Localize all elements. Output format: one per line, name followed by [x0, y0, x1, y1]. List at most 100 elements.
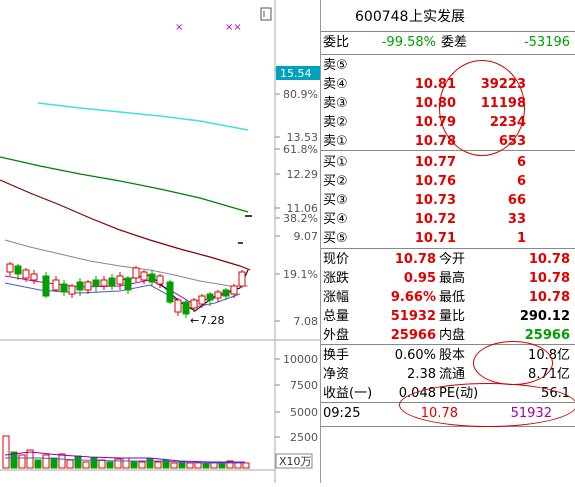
current-price-tag-bg [276, 66, 320, 80]
candle-body [214, 291, 222, 299]
order-volume: 33 [507, 212, 526, 227]
stat-value: 290.12 [519, 309, 570, 324]
sell-order-row: 卖② 10.79 2234 [321, 113, 575, 133]
stat-value: 51932 [390, 309, 436, 324]
order-label: 卖⑤ [323, 58, 348, 73]
price-tick-label: 61.8% [283, 143, 318, 156]
order-volume: 6 [516, 155, 526, 170]
stat-label: PE(动) [439, 386, 479, 401]
order-volume: 1 [516, 231, 526, 246]
stats-row: 涨幅 9.66% 最低 10.78 [321, 288, 575, 308]
stat-value: 9.66% [390, 290, 436, 305]
price-tick-label: 80.9% [283, 88, 318, 101]
order-label: 买② [323, 174, 348, 189]
order-price: 10.71 [414, 231, 456, 246]
volume-unit-box [275, 453, 313, 469]
volume-bar [98, 459, 106, 469]
weibi-row: 委比 -99.58% 委差 -53196 [321, 33, 575, 53]
tick-time: 09:25 [323, 406, 361, 421]
order-label: 买⑤ [323, 231, 348, 246]
stat-value: 10.78 [528, 290, 570, 305]
stock-name: 上实发展 [409, 9, 465, 25]
order-label: 买① [323, 155, 348, 170]
volume-bar [130, 460, 138, 469]
stat-value: 8.71亿 [528, 367, 570, 382]
stat-label: 涨幅 [323, 290, 350, 305]
volume-bar [106, 461, 114, 469]
stats-row: 总量 51932 量比 290.12 [321, 307, 575, 327]
volume-ma-line [4, 451, 245, 463]
sell-order-row: 卖⑤ [321, 56, 575, 76]
buy-order-row: 买④ 10.72 33 [321, 210, 575, 230]
volume-bar [242, 462, 250, 469]
chart-settings-icon[interactable] [260, 7, 272, 21]
order-volume: 2234 [489, 115, 526, 130]
stat-label: 股本 [439, 348, 466, 363]
order-price: 10.80 [414, 96, 456, 111]
candle-body [14, 265, 22, 275]
tick-row: 09:25 10.78 51932 [321, 404, 575, 424]
stats2-row: 收益(一) 0.048 PE(动) 56.1 [321, 384, 575, 404]
buy-order-row: 买① 10.77 6 [321, 153, 575, 173]
stat-value: 0.95 [403, 271, 436, 286]
candle-body [42, 275, 50, 297]
volume-bar [90, 457, 98, 469]
stat-value: 10.8亿 [528, 348, 570, 363]
stats-row: 涨跌 0.95 最高 10.78 [321, 269, 575, 289]
volume-bars [2, 435, 250, 469]
candle-body [22, 269, 30, 279]
volume-axis: 10000 7500 5000 2500 [275, 353, 318, 444]
buy-order-row: 买② 10.76 6 [321, 172, 575, 192]
order-price: 10.78 [414, 134, 456, 149]
ma-line-cyan [37, 102, 249, 131]
volume-bar [42, 454, 50, 469]
stats-row: 现价 10.78 今开 10.78 [321, 250, 575, 270]
stat-value: 0.048 [398, 386, 436, 401]
volume-bar [50, 457, 58, 469]
candle-body [68, 285, 76, 295]
stat-value: 25966 [524, 328, 570, 343]
candle-body [116, 275, 124, 285]
volume-bar [170, 462, 178, 469]
candle-body [84, 281, 92, 291]
volume-unit-label: X10万 [279, 455, 312, 468]
order-price: 10.79 [414, 115, 456, 130]
quote-panel: 600748 上实发展 委比 -99.58% 委差 -53196 卖⑤ 卖④ 10.… [320, 0, 575, 483]
signal-marker: × [175, 22, 183, 33]
weicha-label: 委差 [441, 35, 468, 50]
stats2-row: 换手 0.60% 股本 10.8亿 [321, 346, 575, 366]
volume-bar [122, 457, 130, 469]
price-tick-label: 12.29 [287, 168, 319, 181]
candle-body [30, 273, 38, 281]
volume-ma-line2 [5, 457, 245, 464]
order-label: 卖② [323, 115, 348, 130]
candle-body [132, 267, 140, 279]
candle-body [238, 271, 246, 287]
stock-code: 600748 [355, 9, 409, 25]
order-label: 卖③ [323, 96, 348, 111]
volume-tick-label: 2500 [290, 431, 318, 444]
candle-body [166, 281, 174, 303]
weibi-label: 委比 [323, 35, 350, 50]
volume-bar [34, 459, 42, 469]
candle-body [124, 277, 132, 291]
stat-label: 净资 [323, 367, 350, 382]
stat-label: 总量 [323, 309, 350, 324]
candle-body [52, 279, 60, 291]
volume-bar [2, 435, 10, 469]
weicha-value: -53196 [523, 35, 570, 50]
stat-label: 换手 [323, 348, 350, 363]
volume-bar [138, 461, 146, 469]
stat-label: 量比 [439, 309, 466, 324]
ma-line-green [0, 156, 249, 213]
tick-volume: 51932 [510, 406, 552, 421]
order-label: 买③ [323, 193, 348, 208]
sell-order-row: 卖④ 10.81 39223 [321, 75, 575, 95]
candle-body [190, 299, 198, 309]
volume-tick-label: 7500 [290, 379, 318, 392]
candle-body [92, 279, 100, 287]
